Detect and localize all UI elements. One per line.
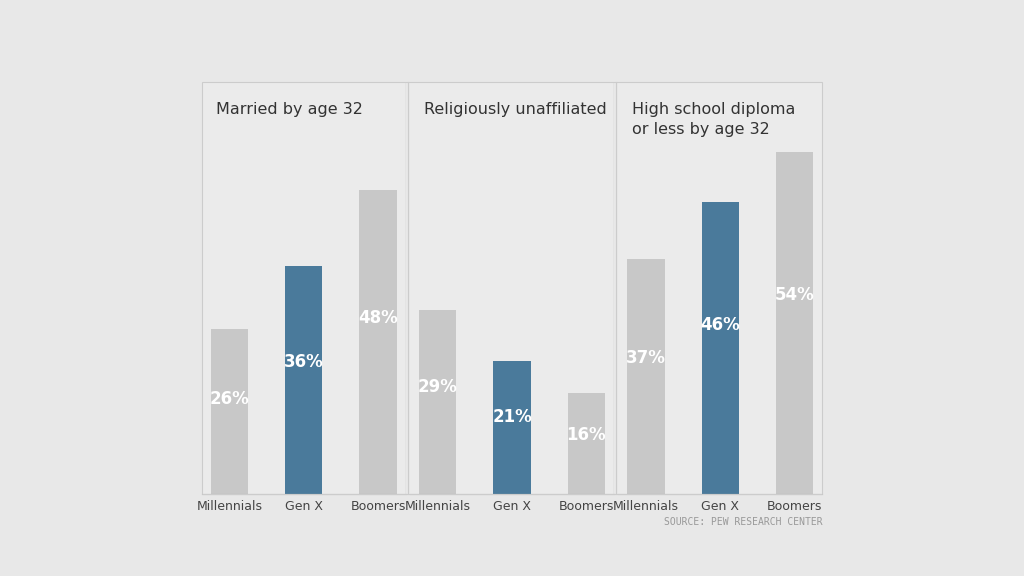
Text: 36%: 36%	[284, 353, 324, 371]
Bar	[211, 329, 248, 494]
Text: 16%: 16%	[566, 426, 606, 444]
Bar	[359, 190, 396, 494]
Text: 48%: 48%	[358, 309, 398, 327]
Bar	[494, 361, 530, 494]
Bar	[628, 259, 665, 494]
Text: Religiously unaffiliated: Religiously unaffiliated	[424, 103, 607, 118]
Text: Married by age 32: Married by age 32	[216, 103, 362, 118]
Bar	[567, 393, 605, 494]
Text: 37%: 37%	[626, 349, 666, 367]
Bar	[776, 151, 813, 494]
Text: 54%: 54%	[774, 286, 814, 305]
Bar	[286, 266, 323, 494]
Text: SOURCE: PEW RESEARCH CENTER: SOURCE: PEW RESEARCH CENTER	[664, 517, 822, 527]
Bar	[419, 310, 457, 494]
Text: 46%: 46%	[700, 316, 740, 334]
Text: 21%: 21%	[493, 408, 531, 426]
Text: 26%: 26%	[210, 389, 250, 408]
Bar	[701, 202, 738, 494]
Text: 29%: 29%	[418, 378, 458, 396]
Text: High school diploma
or less by age 32: High school diploma or less by age 32	[633, 103, 796, 137]
